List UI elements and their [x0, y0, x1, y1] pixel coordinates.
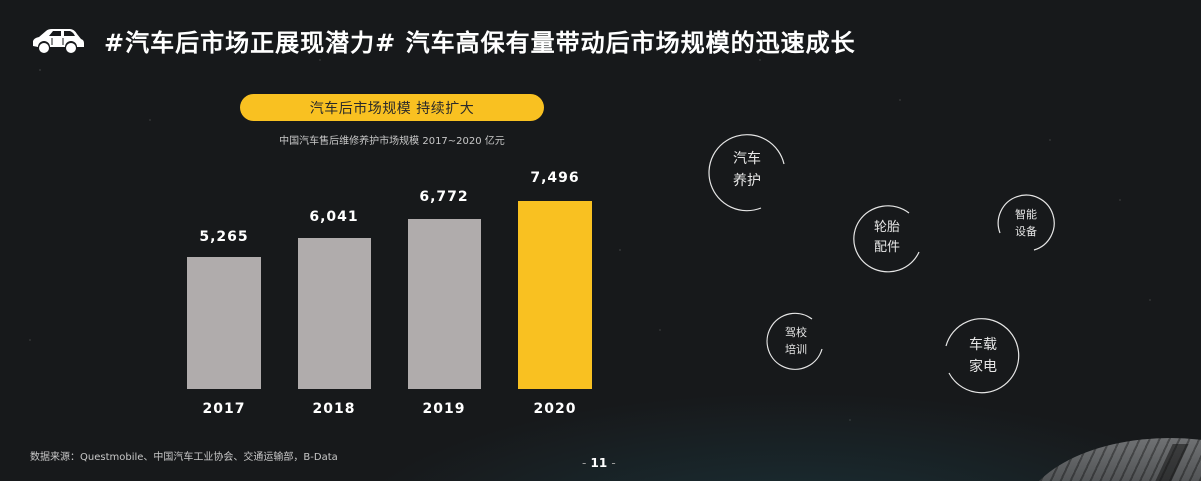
open-ring-icon: [708, 134, 785, 212]
open-ring-icon: [853, 205, 920, 273]
chart-subtitle: 中国汽车售后维修养护市场规模 2017~2020 亿元: [279, 136, 505, 147]
bar-chart: 5,265 6,041 6,772 7,496 2017 2018 2019 2…: [187, 170, 592, 417]
page-number: - 11 -: [582, 456, 616, 470]
x-axis-label: 2019: [422, 401, 466, 417]
bar-value-label: 5,265: [199, 229, 249, 245]
segment-in-car-appliances: 车载 家电: [944, 318, 1022, 396]
bar-value-label: 7,496: [530, 170, 580, 186]
bar-value-label: 6,041: [309, 209, 359, 225]
chart-title-pill: 汽车后市场规模 持续扩大: [240, 94, 544, 121]
data-source-note: 数据来源：Questmobile、中国汽车工业协会、交通运输部，B-Data: [30, 452, 338, 463]
bar-value-label: 6,772: [419, 189, 469, 205]
page-title: #汽车后市场正展现潜力# 汽车高保有量带动后市场规模的迅速成长: [104, 28, 856, 57]
tire-image: [1020, 438, 1201, 481]
segment-label-line2: 设备: [1015, 225, 1037, 238]
x-axis-label: 2020: [533, 401, 577, 417]
bar-2020: [518, 201, 592, 389]
segment-label-line1: 轮胎: [873, 219, 900, 235]
segment-label-line2: 培训: [785, 343, 807, 356]
chart-title-label: 汽车后市场规模 持续扩大: [309, 100, 475, 117]
x-axis-label: 2018: [312, 401, 356, 417]
segment-label-line1: 汽车: [733, 151, 761, 168]
slide-header: #汽车后市场正展现潜力# 汽车高保有量带动后市场规模的迅速成长: [30, 22, 856, 58]
bar-2019: [408, 219, 481, 389]
segment-label-line1: 智能: [1015, 207, 1037, 221]
page-dash-left: -: [582, 456, 587, 470]
x-axis-label: 2017: [202, 401, 246, 417]
segment-label-line2: 配件: [873, 240, 900, 255]
segment-tire-parts: 轮胎 配件: [852, 204, 922, 273]
page-number-value: 11: [590, 456, 608, 470]
open-ring-icon: [945, 318, 1020, 394]
car-icon: [33, 29, 84, 53]
segment-car-maintenance: 汽车 养护: [707, 131, 787, 212]
page-dash-right: -: [611, 456, 616, 470]
segment-label-line2: 养护: [733, 173, 761, 189]
bar-2017: [187, 257, 261, 389]
segment-driving-school: 驾校 培训: [766, 311, 826, 371]
segment-label-line2: 家电: [969, 359, 997, 375]
bar-2018: [298, 238, 371, 389]
open-ring-icon: [766, 312, 823, 370]
segment-label-line1: 驾校: [785, 325, 807, 339]
segment-label-line1: 车载: [969, 337, 997, 354]
segment-smart-devices: 智能 设备: [996, 193, 1056, 253]
open-ring-icon: [997, 194, 1055, 251]
